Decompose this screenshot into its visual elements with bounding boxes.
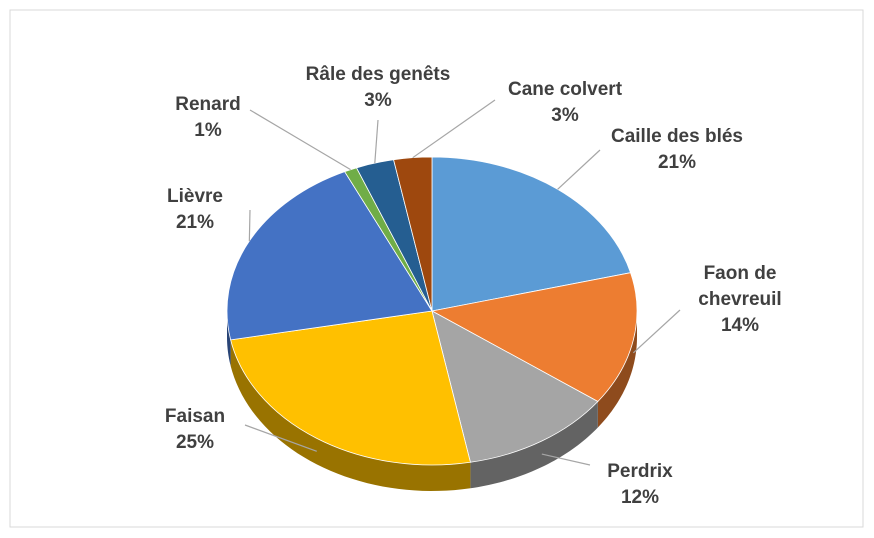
slice-label: Râle des genêts 3%: [303, 62, 453, 114]
category-label: Renard: [175, 94, 241, 115]
value-label: 3%: [551, 105, 579, 126]
value-label: 3%: [364, 90, 392, 111]
category-label: Faisan: [164, 406, 226, 427]
value-label: 12%: [620, 487, 660, 508]
leader-line: [374, 119, 379, 164]
slice-side: [597, 311, 637, 428]
slice-label: Faon de chevreuil 14%: [690, 261, 790, 339]
slice: [430, 272, 638, 403]
value-label: 1%: [194, 120, 222, 141]
value-label: 21%: [175, 212, 215, 233]
slice: [230, 310, 471, 466]
value-label: 21%: [657, 152, 697, 173]
slice-label: Perdrix 12%: [565, 459, 715, 511]
leader-line: [244, 424, 317, 452]
category-label: Râle des genêts: [305, 64, 451, 85]
category-label: Perdrix: [607, 461, 673, 482]
slice-label: Renard 1%: [133, 92, 283, 144]
slice-label: Cane colvert 3%: [490, 77, 640, 129]
category-label: Cane colvert: [507, 79, 623, 100]
slice: [431, 156, 632, 312]
leader-line: [541, 453, 591, 466]
leader-line: [412, 99, 496, 159]
slice-label: Faisan 25%: [120, 404, 270, 456]
value-label: 25%: [175, 432, 215, 453]
value-label: 14%: [720, 315, 760, 336]
slice-label: Lièvre 21%: [120, 184, 270, 236]
slice-label: Caille des blés 21%: [602, 124, 752, 176]
leader-line: [632, 309, 681, 354]
slice: [431, 310, 599, 463]
slice-side: [227, 311, 231, 366]
category-label: Caille des blés: [610, 126, 743, 147]
slice: [226, 171, 433, 341]
leader-line: [557, 149, 601, 190]
slice-side: [230, 339, 471, 491]
leader-line: [249, 109, 351, 171]
category-label: Lièvre: [167, 186, 223, 207]
leader-line: [248, 209, 251, 242]
category-label: Faon de chevreuil: [698, 263, 782, 310]
